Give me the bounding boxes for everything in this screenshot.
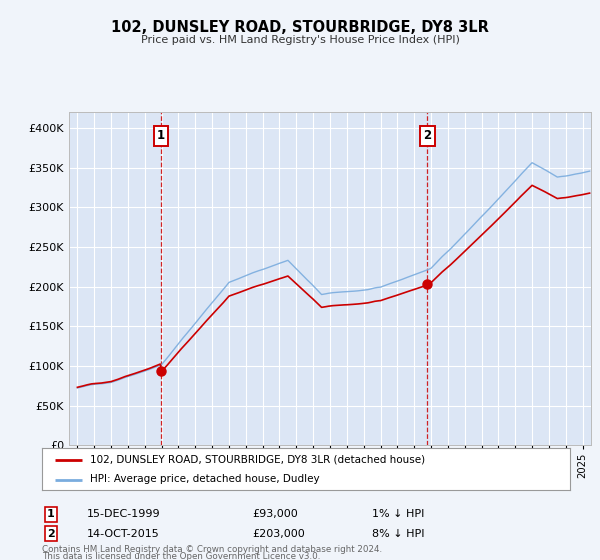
- Text: 2: 2: [47, 529, 55, 539]
- Text: 14-OCT-2015: 14-OCT-2015: [87, 529, 160, 539]
- Text: 2: 2: [424, 129, 431, 142]
- Text: £93,000: £93,000: [252, 509, 298, 519]
- Text: 102, DUNSLEY ROAD, STOURBRIDGE, DY8 3LR (detached house): 102, DUNSLEY ROAD, STOURBRIDGE, DY8 3LR …: [89, 455, 425, 465]
- Text: 1: 1: [47, 509, 55, 519]
- Text: This data is licensed under the Open Government Licence v3.0.: This data is licensed under the Open Gov…: [42, 552, 320, 560]
- Text: 1% ↓ HPI: 1% ↓ HPI: [372, 509, 424, 519]
- Text: Contains HM Land Registry data © Crown copyright and database right 2024.: Contains HM Land Registry data © Crown c…: [42, 545, 382, 554]
- Text: 102, DUNSLEY ROAD, STOURBRIDGE, DY8 3LR: 102, DUNSLEY ROAD, STOURBRIDGE, DY8 3LR: [111, 20, 489, 35]
- Text: HPI: Average price, detached house, Dudley: HPI: Average price, detached house, Dudl…: [89, 474, 319, 484]
- Text: 15-DEC-1999: 15-DEC-1999: [87, 509, 161, 519]
- Text: 1: 1: [157, 129, 165, 142]
- Text: £203,000: £203,000: [252, 529, 305, 539]
- Text: 8% ↓ HPI: 8% ↓ HPI: [372, 529, 425, 539]
- Text: Price paid vs. HM Land Registry's House Price Index (HPI): Price paid vs. HM Land Registry's House …: [140, 35, 460, 45]
